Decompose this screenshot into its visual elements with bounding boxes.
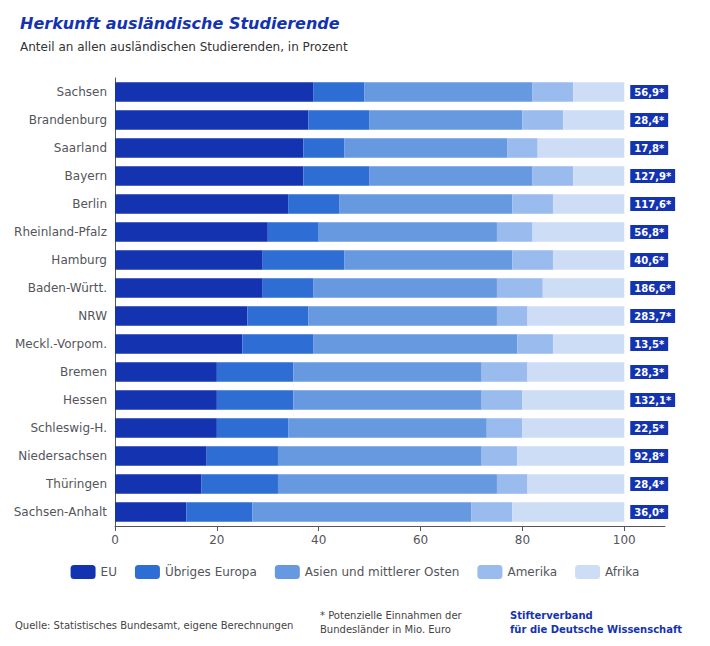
svg-text:EU: EU <box>101 565 117 579</box>
svg-text:Thüringen: Thüringen <box>45 477 107 491</box>
svg-text:40: 40 <box>311 533 326 547</box>
svg-text:28,4*: 28,4* <box>634 479 665 490</box>
svg-text:Baden-Württ.: Baden-Württ. <box>28 281 107 295</box>
svg-text:Amerika: Amerika <box>507 565 557 579</box>
svg-text:Bremen: Bremen <box>60 365 107 379</box>
svg-text:Sachsen: Sachsen <box>57 85 107 99</box>
svg-text:Brandenburg: Brandenburg <box>29 113 107 127</box>
svg-text:132,1*: 132,1* <box>634 395 672 406</box>
svg-text:Afrika: Afrika <box>605 565 639 579</box>
svg-text:283,7*: 283,7* <box>634 311 672 322</box>
svg-text:Bundesländer in Mio. Euro: Bundesländer in Mio. Euro <box>320 624 451 635</box>
svg-text:56,8*: 56,8* <box>634 227 665 238</box>
svg-text:60: 60 <box>413 533 428 547</box>
svg-text:92,8*: 92,8* <box>634 451 665 462</box>
svg-text:* Potenzielle Einnahmen der: * Potenzielle Einnahmen der <box>320 610 463 621</box>
svg-text:Quelle: Statistisches Bundesam: Quelle: Statistisches Bundesamt, eigene … <box>15 620 293 631</box>
svg-text:36,0*: 36,0* <box>634 507 665 518</box>
svg-text:100: 100 <box>613 533 636 547</box>
svg-text:Bayern: Bayern <box>65 169 107 183</box>
svg-text:0: 0 <box>111 533 119 547</box>
svg-text:56,9*: 56,9* <box>634 87 665 98</box>
svg-text:20: 20 <box>209 533 224 547</box>
svg-text:Sachsen-Anhalt: Sachsen-Anhalt <box>14 505 108 519</box>
svg-text:Meckl.-Vorpom.: Meckl.-Vorpom. <box>15 337 107 351</box>
svg-text:40,6*: 40,6* <box>634 255 665 266</box>
svg-text:Asien und mittlerer Osten: Asien und mittlerer Osten <box>305 565 460 579</box>
svg-text:17,8*: 17,8* <box>634 143 665 154</box>
svg-text:Hamburg: Hamburg <box>51 253 107 267</box>
svg-text:22,5*: 22,5* <box>634 423 665 434</box>
svg-text:Übriges Europa: Übriges Europa <box>165 563 257 579</box>
svg-text:80: 80 <box>515 533 530 547</box>
svg-text:Herkunft ausländische Studiere: Herkunft ausländische Studierende <box>20 14 340 33</box>
svg-text:Anteil an allen ausländischen: Anteil an allen ausländischen Studierend… <box>20 40 348 54</box>
svg-text:13,5*: 13,5* <box>634 339 665 350</box>
svg-text:Niedersachsen: Niedersachsen <box>18 449 107 463</box>
svg-text:28,3*: 28,3* <box>634 367 665 378</box>
svg-text:Berlin: Berlin <box>72 197 107 211</box>
svg-text:Stifterverband: Stifterverband <box>510 610 593 621</box>
svg-text:Saarland: Saarland <box>54 141 107 155</box>
svg-text:NRW: NRW <box>78 309 107 323</box>
svg-text:117,6*: 117,6* <box>634 199 672 210</box>
svg-text:186,6*: 186,6* <box>634 283 672 294</box>
svg-text:Hessen: Hessen <box>63 393 107 407</box>
svg-text:Schleswig-H.: Schleswig-H. <box>30 421 107 435</box>
svg-text:Rheinland-Pfalz: Rheinland-Pfalz <box>14 225 107 239</box>
svg-text:für die Deutsche Wissenschaft: für die Deutsche Wissenschaft <box>510 624 682 635</box>
svg-text:127,9*: 127,9* <box>634 171 672 182</box>
svg-text:28,4*: 28,4* <box>634 115 665 126</box>
